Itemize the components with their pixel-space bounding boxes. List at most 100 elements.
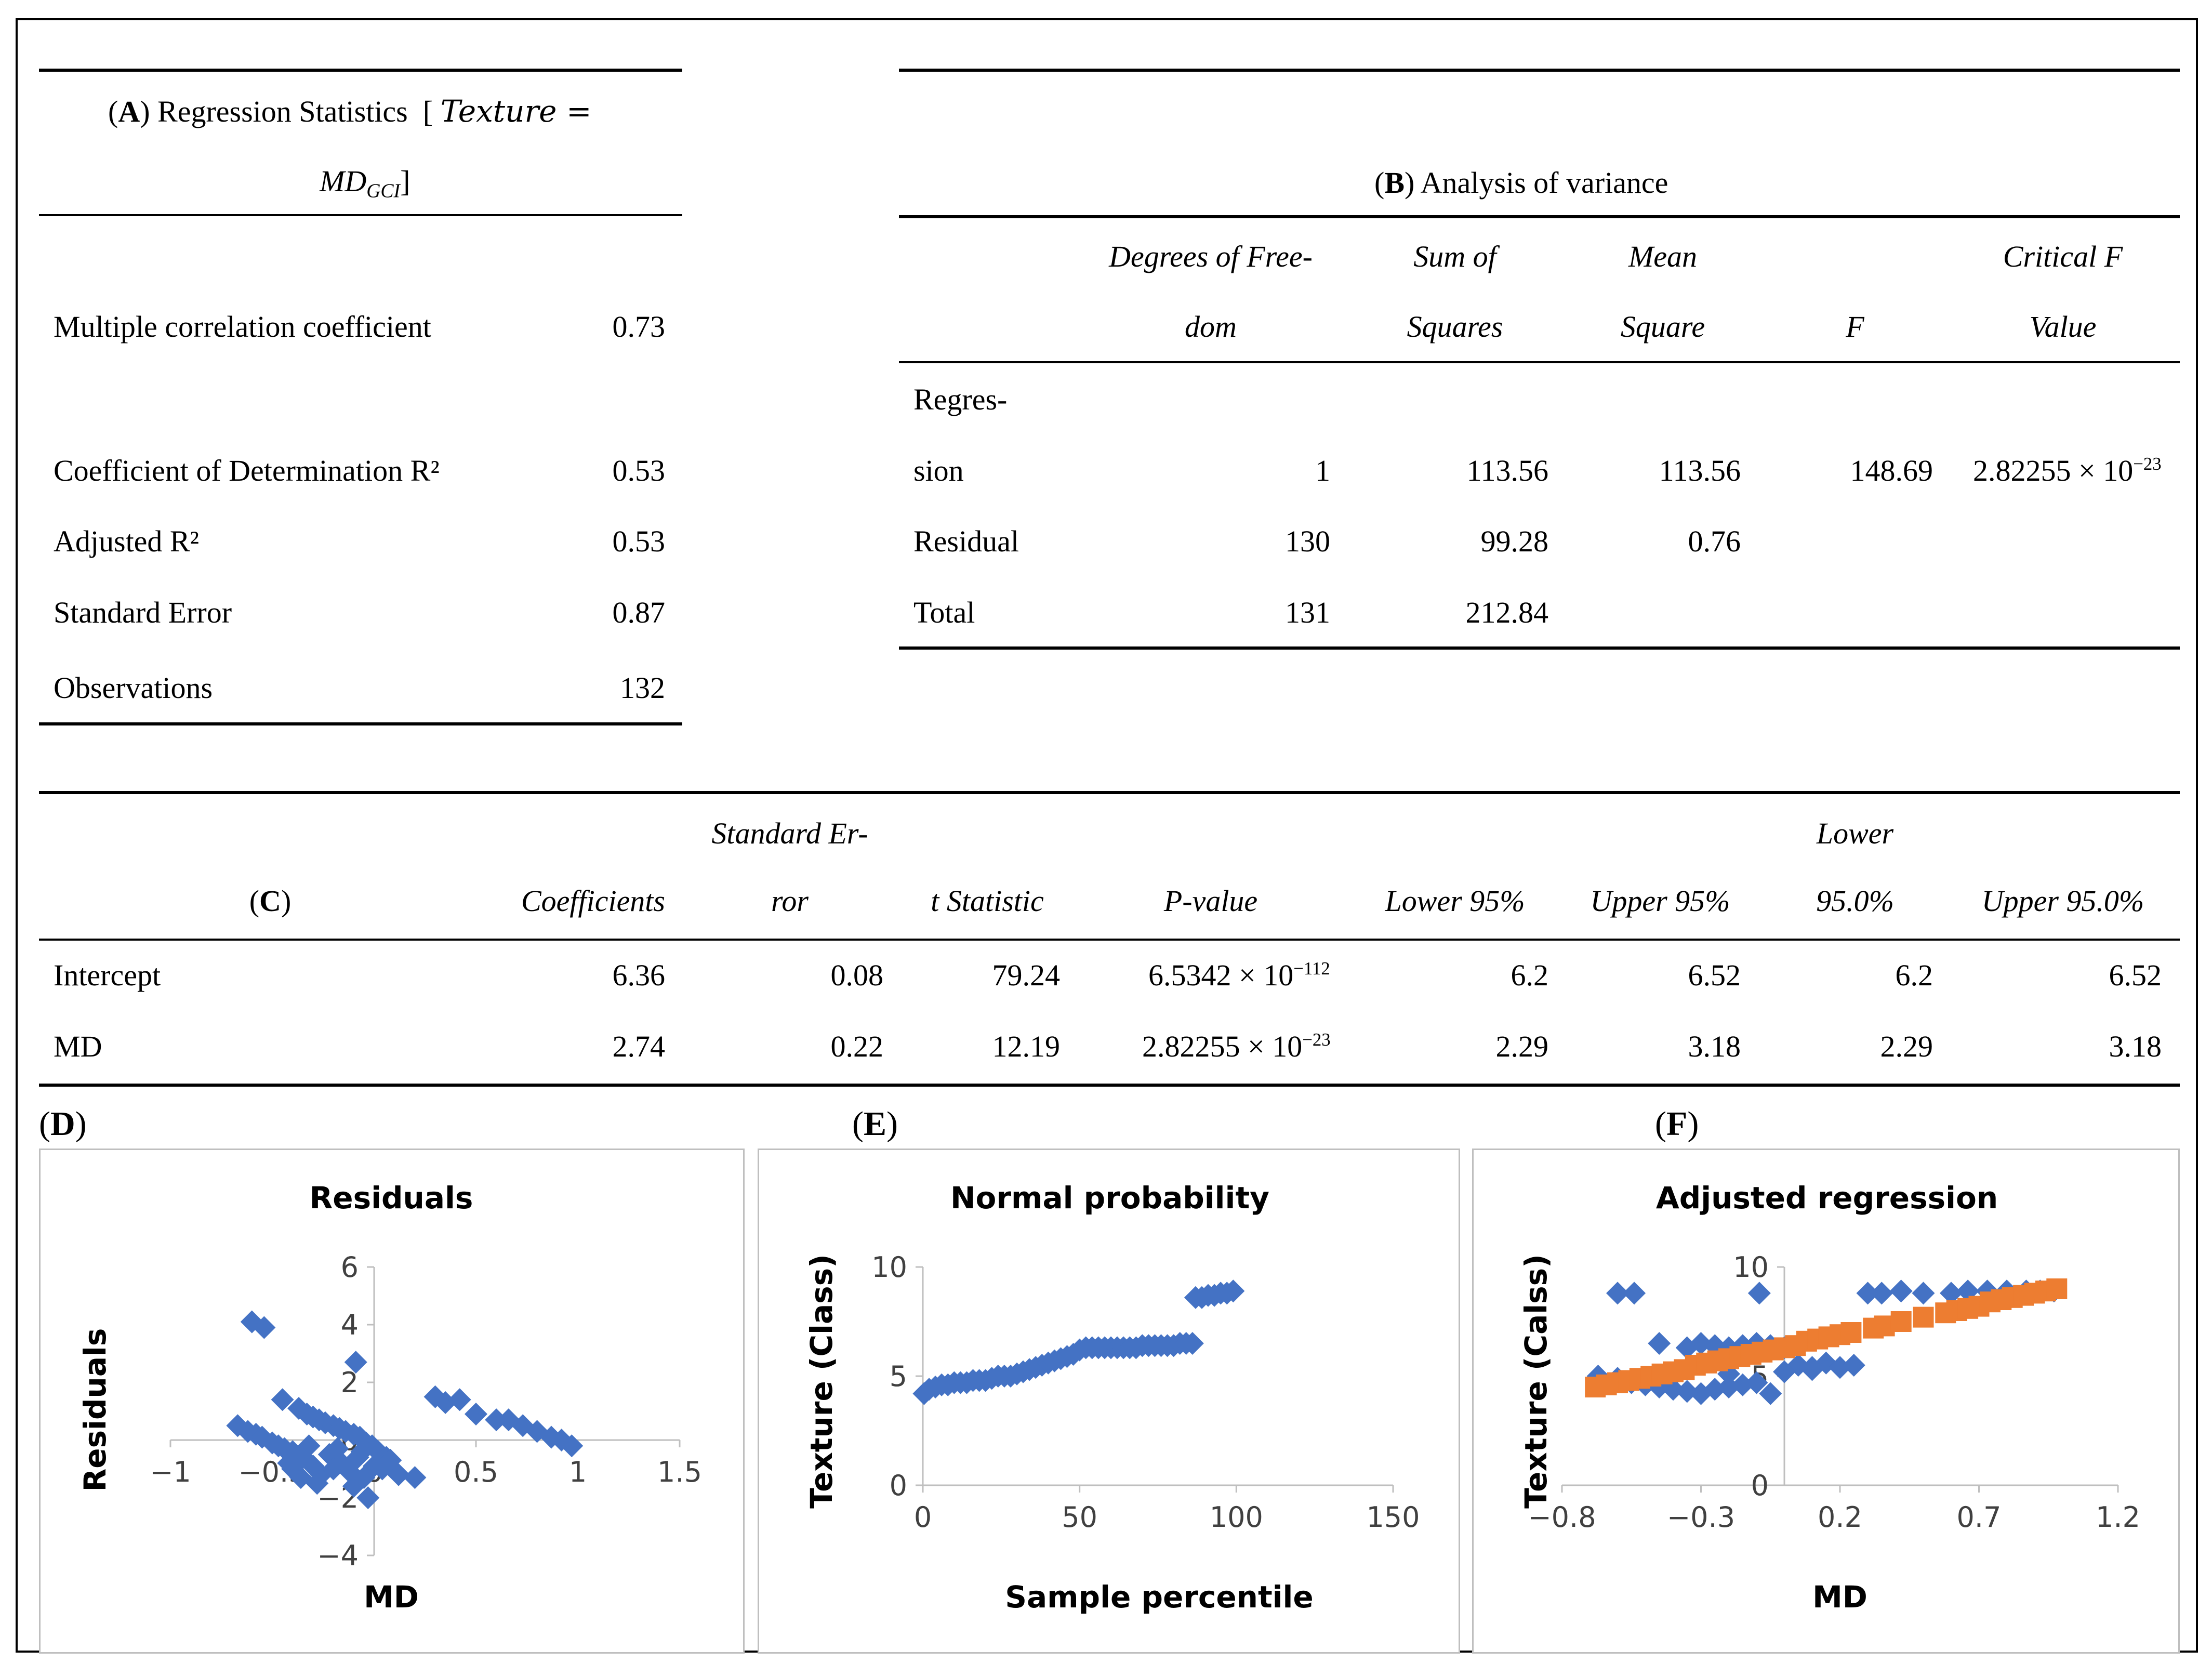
cell-t: 79.24 — [992, 958, 1061, 992]
x-tick-label: 150 — [1366, 1501, 1420, 1534]
x-tick-label: 1.5 — [657, 1456, 702, 1488]
cell-u950: 3.18 — [2109, 1030, 2162, 1063]
cell-coef: 6.36 — [612, 958, 666, 992]
data-point-diamond — [361, 1434, 384, 1458]
table-a-label: A — [118, 95, 140, 128]
table-b-title-text: Analysis of variance — [1420, 166, 1668, 200]
p-exp: −23 — [1302, 1030, 1331, 1050]
header-ms-2: Square — [1620, 310, 1705, 344]
data-point-diamond — [1759, 1382, 1782, 1405]
data-point-diamond — [1703, 1378, 1727, 1401]
header-ss: Sum of — [1413, 240, 1496, 273]
header-se: Standard Er- — [711, 816, 868, 850]
table-c-top-rule — [39, 791, 2180, 794]
p-base: 2.82255 × 10 — [1142, 1030, 1303, 1063]
cell-t: 12.19 — [992, 1030, 1061, 1063]
chart-title: Normal probability — [950, 1180, 1269, 1216]
y-tick-label: 0 — [1751, 1469, 1769, 1502]
chart-normal-probability: 0 50 100 150 0 5 10 Normal probability Sample pe… — [758, 1149, 1460, 1654]
table-b-bottom-rule — [899, 646, 2180, 650]
data-point-diamond — [1675, 1336, 1699, 1360]
data-point-diamond — [1648, 1332, 1671, 1355]
table-a-row-value: 132 — [620, 671, 665, 705]
data-point-diamond — [1956, 1279, 1980, 1303]
x-axis-title: Sample percentile — [1005, 1579, 1314, 1615]
table-a-row-value: 0.73 — [612, 310, 666, 344]
panel-e-letter: E — [863, 1105, 887, 1143]
x-tick-label: 0.7 — [1957, 1501, 2002, 1534]
data-point-diamond — [379, 1448, 402, 1472]
data-point-diamond — [1747, 1282, 1771, 1305]
cell-l95: 2.29 — [1495, 1030, 1549, 1063]
table-c-row-name: MD — [54, 1030, 102, 1063]
y-axis-title: Texture (Calss) — [1518, 1254, 1554, 1508]
data-point-diamond — [1814, 1351, 1838, 1375]
data-point-diamond — [1940, 1282, 1963, 1305]
cell-f: 148.69 — [1850, 454, 1933, 487]
table-b-header-top-rule — [899, 215, 2180, 218]
table-b-row-name: Total — [913, 596, 975, 629]
data-point-diamond — [1912, 1282, 1935, 1305]
x-tick-label: 0.5 — [454, 1456, 498, 1488]
header-critical-f-2: Value — [2029, 310, 2097, 344]
chart-residuals-svg: −1−0.500.511.5−4−20246ResidualsMDResidua… — [77, 1180, 702, 1615]
cell-ss: 212.84 — [1465, 596, 1549, 629]
formula-gci: GCI — [366, 180, 401, 202]
cell-critical-f: 2.82255 × 10−23 — [1973, 453, 2162, 488]
data-point-diamond — [253, 1316, 276, 1339]
table-c-bottom-rule — [39, 1084, 2180, 1087]
x-tick-label: 50 — [1062, 1501, 1097, 1534]
data-point-diamond — [1829, 1356, 1851, 1379]
data-point-diamond — [342, 1474, 365, 1498]
data-point-diamond — [297, 1434, 321, 1458]
cell-se: 0.08 — [830, 958, 884, 992]
cell-ss: 113.56 — [1466, 454, 1548, 487]
table-b-row-name: Residual — [913, 524, 1019, 558]
table-b-row-name: Regres- — [913, 382, 1008, 416]
cell-se: 0.22 — [830, 1030, 884, 1063]
table-a-header-rule — [39, 214, 682, 216]
cell-p: 2.82255 × 10−23 — [1142, 1029, 1331, 1064]
header-upper95: Upper 95% — [1590, 884, 1730, 918]
formula-md: MD — [320, 164, 367, 198]
data-point-diamond — [271, 1388, 294, 1411]
header-ss-2: Squares — [1407, 310, 1503, 344]
y-tick-label: 10 — [1733, 1251, 1769, 1284]
cell-coef: 2.74 — [612, 1030, 666, 1063]
chart-adjusted-regression: −0.8−0.30.20.71.20510Adjusted regression… — [1472, 1149, 2180, 1654]
panel-d-label: (D) — [39, 1105, 87, 1143]
y-tick-label: 0 — [890, 1469, 907, 1502]
table-a-formula-rhs: MDGCI] — [320, 164, 410, 202]
header-ms: Mean — [1628, 240, 1698, 273]
header-t: t Statistic — [931, 884, 1044, 918]
header-p: P-value — [1163, 884, 1258, 918]
data-point-square — [1890, 1311, 1912, 1332]
data-point-diamond — [1745, 1371, 1768, 1394]
data-point-diamond — [1773, 1360, 1796, 1383]
y-tick-label: 5 — [890, 1360, 907, 1393]
table-a-row-name: Standard Error — [54, 596, 232, 629]
table-a-title-text: Regression Statistics — [157, 95, 408, 128]
data-point-diamond — [1717, 1376, 1740, 1398]
table-c-header-rule — [39, 939, 2180, 941]
y-tick-label: 4 — [341, 1309, 359, 1341]
chart-adjusted-regression-svg: −0.8−0.30.20.71.20510Adjusted regression… — [1518, 1180, 2140, 1615]
cell-df: 131 — [1285, 596, 1330, 629]
x-axis-title: MD — [1812, 1579, 1867, 1615]
data-point-square — [2046, 1278, 2068, 1299]
p-exp: −112 — [1293, 958, 1330, 979]
cell-p: 6.5342 × 10−112 — [1148, 958, 1330, 993]
table-c-label: (C) — [249, 884, 292, 918]
header-se-2: ror — [771, 884, 809, 918]
header-lower950: Lower — [1816, 816, 1894, 850]
data-point-diamond — [1889, 1279, 1913, 1303]
data-point-diamond — [277, 1451, 300, 1475]
y-tick-label: 10 — [871, 1251, 907, 1284]
chart-title: Residuals — [310, 1180, 473, 1216]
table-a-row-name: Observations — [54, 671, 213, 705]
table-b-top-rule — [899, 69, 2180, 72]
data-point-diamond — [1731, 1373, 1754, 1396]
data-point-square — [1913, 1306, 1934, 1328]
table-a-title: (A) Regression Statistics [ Texture = — [108, 94, 592, 129]
data-point-diamond — [1662, 1378, 1685, 1401]
